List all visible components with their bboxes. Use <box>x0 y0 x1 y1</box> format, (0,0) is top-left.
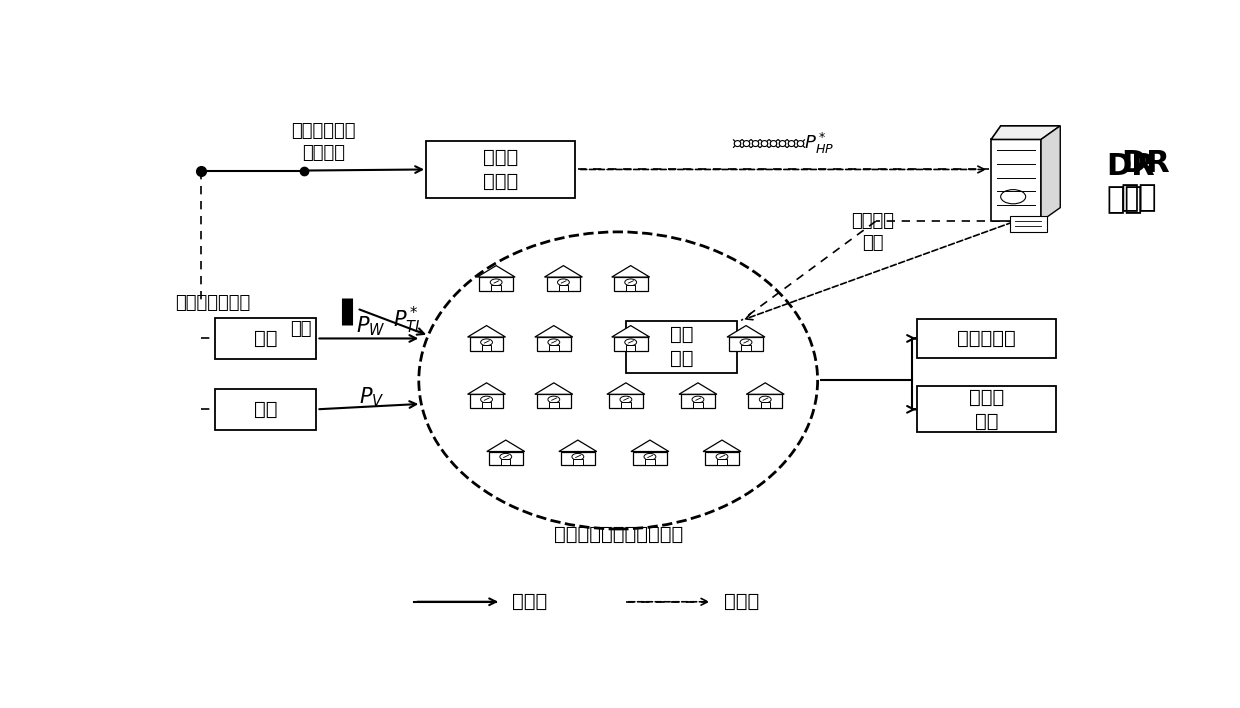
Polygon shape <box>611 266 650 277</box>
FancyBboxPatch shape <box>470 337 503 350</box>
FancyBboxPatch shape <box>916 319 1056 358</box>
Polygon shape <box>477 266 515 277</box>
Text: 微网社区（居民类负荷）: 微网社区（居民类负荷） <box>553 525 683 544</box>
Polygon shape <box>746 383 784 394</box>
FancyBboxPatch shape <box>614 277 647 291</box>
Text: DR
程序: DR 程序 <box>1106 152 1156 215</box>
FancyBboxPatch shape <box>547 277 580 291</box>
Text: 通信
基站: 通信 基站 <box>670 325 693 368</box>
Polygon shape <box>703 440 742 452</box>
FancyBboxPatch shape <box>991 139 1042 221</box>
FancyBboxPatch shape <box>215 389 316 430</box>
FancyBboxPatch shape <box>621 402 631 408</box>
Polygon shape <box>467 326 506 337</box>
Polygon shape <box>631 440 668 452</box>
Text: $P^*_{TL}$: $P^*_{TL}$ <box>393 305 424 336</box>
Text: 电热泵设备: 电热泵设备 <box>957 329 1016 348</box>
FancyBboxPatch shape <box>491 285 501 291</box>
Polygon shape <box>534 383 573 394</box>
FancyBboxPatch shape <box>645 459 655 465</box>
Polygon shape <box>1042 126 1060 221</box>
FancyBboxPatch shape <box>537 337 570 350</box>
Polygon shape <box>534 326 573 337</box>
FancyBboxPatch shape <box>559 285 568 291</box>
FancyBboxPatch shape <box>916 386 1056 433</box>
FancyBboxPatch shape <box>215 318 316 359</box>
FancyBboxPatch shape <box>706 452 739 465</box>
FancyBboxPatch shape <box>614 337 647 350</box>
Text: 负荷功率控制信号$P^*_{HP}$: 负荷功率控制信号$P^*_{HP}$ <box>733 131 835 156</box>
Text: DR
程序: DR 程序 <box>1121 149 1169 212</box>
FancyBboxPatch shape <box>549 345 558 350</box>
Text: 外网: 外网 <box>290 320 311 338</box>
FancyBboxPatch shape <box>560 452 595 465</box>
FancyBboxPatch shape <box>489 452 522 465</box>
Polygon shape <box>559 440 596 452</box>
FancyBboxPatch shape <box>482 402 491 408</box>
Text: 信息流: 信息流 <box>724 593 759 611</box>
FancyBboxPatch shape <box>1011 216 1047 232</box>
FancyBboxPatch shape <box>626 321 737 372</box>
FancyBboxPatch shape <box>427 141 575 198</box>
FancyBboxPatch shape <box>470 394 503 408</box>
FancyBboxPatch shape <box>634 452 667 465</box>
FancyBboxPatch shape <box>482 345 491 350</box>
Text: 不可调
负荷: 不可调 负荷 <box>968 388 1004 431</box>
Polygon shape <box>487 440 525 452</box>
Polygon shape <box>991 126 1060 139</box>
FancyBboxPatch shape <box>626 345 635 350</box>
FancyBboxPatch shape <box>729 337 763 350</box>
FancyBboxPatch shape <box>742 345 750 350</box>
FancyBboxPatch shape <box>501 459 511 465</box>
FancyBboxPatch shape <box>749 394 782 408</box>
Polygon shape <box>467 383 506 394</box>
Text: $P_V$: $P_V$ <box>358 385 384 409</box>
Polygon shape <box>611 326 650 337</box>
FancyBboxPatch shape <box>549 402 558 408</box>
Polygon shape <box>606 383 645 394</box>
Text: 负荷服
务中心: 负荷服 务中心 <box>484 148 518 191</box>
FancyBboxPatch shape <box>573 459 583 465</box>
FancyBboxPatch shape <box>681 394 714 408</box>
Text: 微网联络线功率: 微网联络线功率 <box>175 294 250 312</box>
Text: 光伏: 光伏 <box>254 400 278 419</box>
Polygon shape <box>544 266 583 277</box>
FancyBboxPatch shape <box>609 394 642 408</box>
FancyBboxPatch shape <box>717 459 727 465</box>
FancyBboxPatch shape <box>693 402 703 408</box>
Text: 风机: 风机 <box>254 329 278 348</box>
FancyBboxPatch shape <box>626 285 635 291</box>
FancyBboxPatch shape <box>760 402 770 408</box>
FancyBboxPatch shape <box>537 394 570 408</box>
Text: $P_W$: $P_W$ <box>356 314 386 338</box>
FancyBboxPatch shape <box>480 277 513 291</box>
Polygon shape <box>680 383 717 394</box>
Text: 功率流: 功率流 <box>512 593 548 611</box>
Polygon shape <box>727 326 765 337</box>
Text: 状态控制
信号: 状态控制 信号 <box>852 212 894 252</box>
Text: 电源、联络线
功率信号: 电源、联络线 功率信号 <box>291 122 356 162</box>
